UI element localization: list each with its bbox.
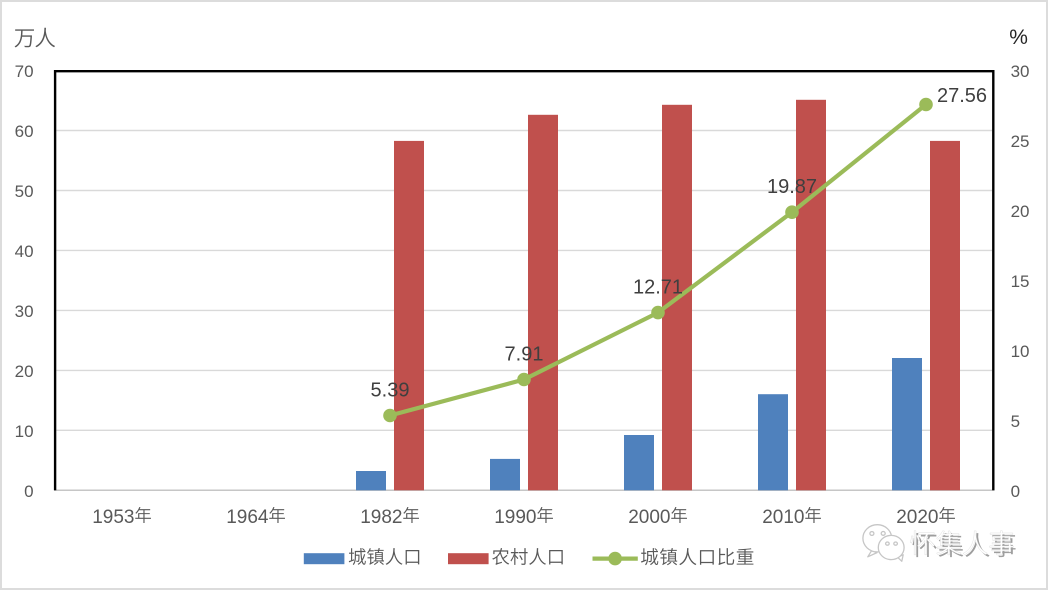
svg-text:5.39: 5.39	[371, 380, 410, 402]
svg-text:1982: 1982	[360, 507, 402, 528]
svg-text:30: 30	[15, 302, 34, 321]
svg-text:10: 10	[15, 422, 34, 441]
svg-text:70: 70	[15, 62, 34, 81]
svg-text:%: %	[1009, 26, 1028, 49]
svg-text:27.56: 27.56	[937, 85, 987, 107]
svg-text:40: 40	[15, 242, 34, 261]
svg-text:2010: 2010	[762, 507, 804, 528]
svg-text:25: 25	[1011, 132, 1030, 151]
svg-text:30: 30	[1011, 62, 1030, 81]
svg-text:1990: 1990	[494, 507, 536, 528]
svg-text:20: 20	[1011, 202, 1030, 221]
svg-text:0: 0	[24, 482, 33, 501]
svg-text:12.71: 12.71	[633, 277, 683, 299]
svg-text:50: 50	[15, 182, 34, 201]
svg-text:0: 0	[1011, 482, 1020, 501]
svg-text:2020: 2020	[896, 507, 938, 528]
svg-text:2000: 2000	[628, 507, 670, 528]
svg-text:15: 15	[1011, 272, 1030, 291]
svg-text:5: 5	[1011, 412, 1020, 431]
svg-text:10: 10	[1011, 342, 1030, 361]
svg-text:60: 60	[15, 122, 34, 141]
svg-text:1964: 1964	[226, 507, 269, 528]
svg-text:7.91: 7.91	[505, 344, 544, 366]
svg-text:20: 20	[15, 362, 34, 381]
svg-text:1953: 1953	[92, 507, 134, 528]
svg-text:19.87: 19.87	[767, 176, 817, 198]
